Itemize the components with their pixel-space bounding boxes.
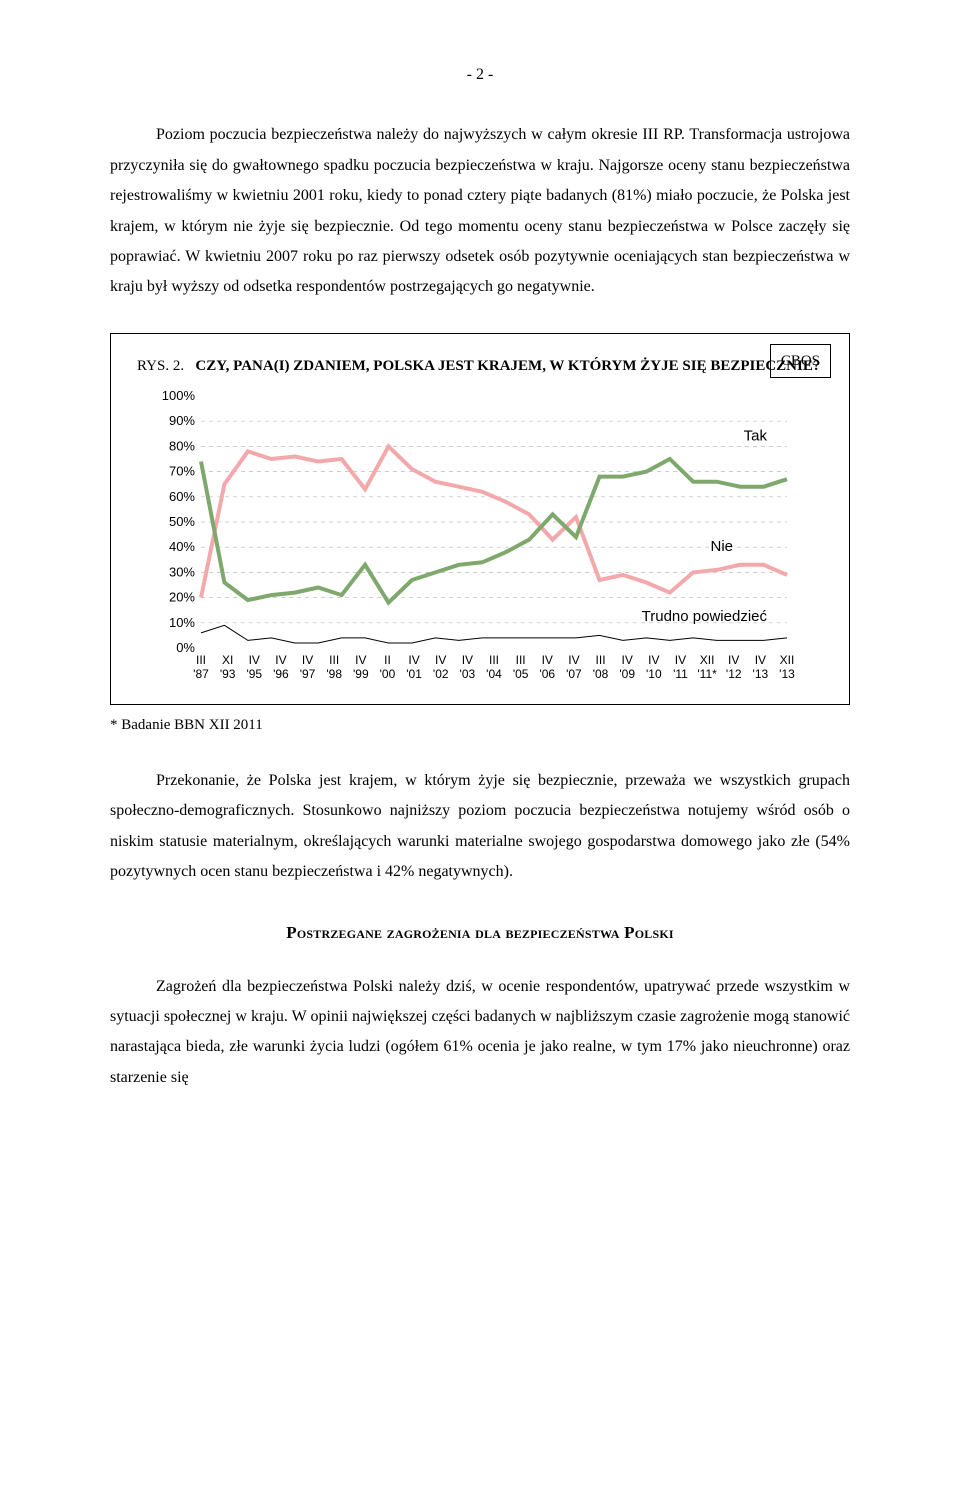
svg-text:'99: '99: [353, 667, 369, 681]
figure-box: CBOS RYS. 2. CZY, PANA(I) ZDANIEM, POLSK…: [110, 333, 850, 706]
svg-text:IV: IV: [249, 653, 260, 667]
svg-text:III: III: [329, 653, 339, 667]
svg-text:20%: 20%: [169, 590, 195, 605]
svg-text:'87: '87: [193, 667, 209, 681]
svg-text:III: III: [516, 653, 526, 667]
svg-text:'13: '13: [779, 667, 795, 681]
svg-text:'11*: '11*: [697, 667, 717, 681]
chart-svg: 0%10%20%30%40%50%60%70%80%90%100%III'87X…: [155, 390, 795, 690]
svg-text:IV: IV: [435, 653, 446, 667]
svg-text:90%: 90%: [169, 413, 195, 428]
svg-text:XI: XI: [222, 653, 233, 667]
svg-text:0%: 0%: [176, 640, 195, 655]
svg-text:'09: '09: [619, 667, 635, 681]
figure-footnote: * Badanie BBN XII 2011: [110, 711, 850, 740]
svg-text:'13: '13: [753, 667, 769, 681]
svg-text:'05: '05: [513, 667, 529, 681]
svg-text:'03: '03: [460, 667, 476, 681]
svg-text:10%: 10%: [169, 615, 195, 630]
figure-title-caption: CZY, PANA(I) ZDANIEM, POLSKA JEST KRAJEM…: [195, 358, 820, 374]
figure-title-prefix: RYS. 2.: [137, 358, 184, 374]
svg-text:40%: 40%: [169, 539, 195, 554]
svg-text:II: II: [384, 653, 391, 667]
svg-text:'07: '07: [566, 667, 582, 681]
svg-text:'93: '93: [220, 667, 236, 681]
svg-text:'04: '04: [486, 667, 502, 681]
svg-text:'95: '95: [246, 667, 262, 681]
svg-text:'02: '02: [433, 667, 449, 681]
paragraph-2: Przekonanie, że Polska jest krajem, w kt…: [110, 766, 850, 888]
figure-title: RYS. 2. CZY, PANA(I) ZDANIEM, POLSKA JES…: [137, 352, 823, 381]
svg-text:Tak: Tak: [744, 428, 768, 445]
svg-text:IV: IV: [408, 653, 419, 667]
svg-text:'01: '01: [406, 667, 422, 681]
svg-text:'96: '96: [273, 667, 289, 681]
svg-text:XII: XII: [700, 653, 715, 667]
svg-text:IV: IV: [542, 653, 553, 667]
cbos-badge: CBOS: [770, 344, 831, 379]
svg-text:'00: '00: [380, 667, 396, 681]
svg-text:IV: IV: [568, 653, 579, 667]
svg-text:Nie: Nie: [710, 538, 733, 555]
svg-text:III: III: [196, 653, 206, 667]
svg-text:30%: 30%: [169, 565, 195, 580]
svg-text:Trudno powiedzieć: Trudno powiedzieć: [642, 608, 768, 625]
svg-text:III: III: [489, 653, 499, 667]
svg-text:III: III: [596, 653, 606, 667]
svg-text:IV: IV: [275, 653, 286, 667]
svg-text:50%: 50%: [169, 514, 195, 529]
svg-text:'06: '06: [539, 667, 555, 681]
svg-text:IV: IV: [675, 653, 686, 667]
svg-text:70%: 70%: [169, 464, 195, 479]
section-heading: Postrzegane zagrożenia dla bezpieczeństw…: [110, 917, 850, 949]
svg-text:IV: IV: [355, 653, 366, 667]
svg-text:80%: 80%: [169, 439, 195, 454]
paragraph-3: Zagrożeń dla bezpieczeństwa Polski należ…: [110, 972, 850, 1094]
svg-text:IV: IV: [462, 653, 473, 667]
svg-text:'12: '12: [726, 667, 742, 681]
svg-text:100%: 100%: [162, 390, 196, 403]
page-number: - 2 -: [110, 60, 850, 90]
svg-text:'10: '10: [646, 667, 662, 681]
svg-text:'08: '08: [593, 667, 609, 681]
svg-text:IV: IV: [622, 653, 633, 667]
svg-text:'97: '97: [300, 667, 316, 681]
svg-text:XII: XII: [780, 653, 795, 667]
svg-text:'11: '11: [673, 667, 688, 681]
svg-text:'98: '98: [326, 667, 342, 681]
svg-text:60%: 60%: [169, 489, 195, 504]
svg-text:IV: IV: [648, 653, 659, 667]
paragraph-1: Poziom poczucia bezpieczeństwa należy do…: [110, 120, 850, 302]
svg-text:IV: IV: [755, 653, 766, 667]
svg-text:IV: IV: [728, 653, 739, 667]
svg-text:IV: IV: [302, 653, 313, 667]
chart: 0%10%20%30%40%50%60%70%80%90%100%III'87X…: [155, 390, 795, 690]
